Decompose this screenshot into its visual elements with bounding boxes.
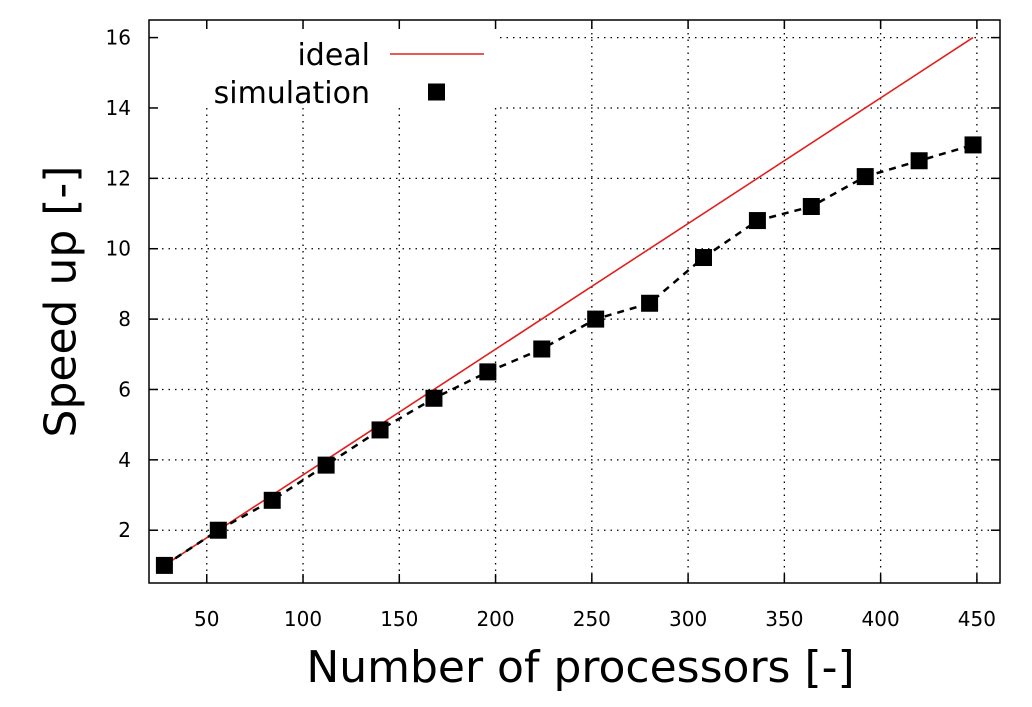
data-point-simulation bbox=[856, 168, 874, 186]
series bbox=[155, 36, 982, 574]
x-tick-label: 450 bbox=[958, 607, 996, 631]
legend-label-ideal: ideal bbox=[297, 38, 370, 73]
data-point-simulation bbox=[533, 340, 551, 358]
y-tick-label: 10 bbox=[106, 237, 131, 261]
data-point-simulation bbox=[155, 556, 173, 574]
data-point-simulation bbox=[802, 197, 820, 215]
y-tick-label: 6 bbox=[118, 377, 131, 401]
axis-ticks: 50 100 150 200 250 300 350 400 450 2 4 6 8 10 12 14 16 bbox=[106, 20, 1000, 631]
y-tick-label: 2 bbox=[118, 518, 131, 542]
y-tick-label: 14 bbox=[106, 96, 131, 120]
y-tick-label: 16 bbox=[106, 26, 131, 50]
x-tick-label: 250 bbox=[573, 607, 611, 631]
data-point-simulation bbox=[479, 363, 497, 381]
data-point-simulation bbox=[371, 421, 389, 439]
x-axis-title: Number of processors [-] bbox=[306, 642, 854, 693]
data-point-simulation bbox=[209, 521, 227, 539]
plot-area bbox=[148, 19, 1001, 584]
x-tick-label: 150 bbox=[380, 607, 418, 631]
y-tick-label: 12 bbox=[106, 166, 131, 190]
legend-swatch-square bbox=[428, 83, 445, 101]
series-line-ideal bbox=[163, 36, 974, 567]
y-tick-label: 8 bbox=[118, 307, 131, 331]
x-tick-label: 400 bbox=[862, 607, 900, 631]
x-tick-label: 300 bbox=[669, 607, 707, 631]
data-point-simulation bbox=[910, 152, 928, 170]
y-tick-label: 4 bbox=[118, 448, 131, 472]
data-point-simulation bbox=[263, 491, 281, 509]
data-point-simulation bbox=[425, 389, 443, 407]
data-point-simulation bbox=[587, 310, 605, 328]
legend-label-simulation: simulation bbox=[214, 76, 370, 111]
data-point-simulation bbox=[317, 456, 335, 474]
x-tick-label: 50 bbox=[194, 607, 219, 631]
y-axis-title: Speed up [-] bbox=[35, 166, 86, 438]
series-line-simulation bbox=[163, 143, 974, 567]
data-point-simulation bbox=[964, 136, 982, 154]
data-point-simulation bbox=[694, 249, 712, 267]
x-tick-label: 100 bbox=[284, 607, 322, 631]
data-point-simulation bbox=[748, 212, 766, 230]
x-tick-label: 200 bbox=[476, 607, 514, 631]
data-point-simulation bbox=[641, 294, 659, 312]
x-tick-label: 350 bbox=[765, 607, 803, 631]
